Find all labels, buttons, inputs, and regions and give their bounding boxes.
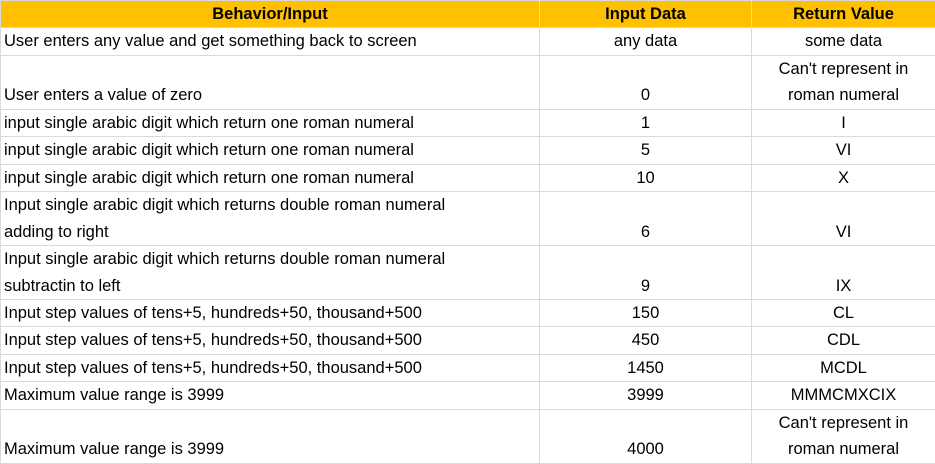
return-line-1: Can't represent in — [755, 56, 932, 82]
return-cell[interactable]: CL — [752, 300, 935, 327]
behavior-cell[interactable]: input single arabic digit which return o… — [1, 109, 540, 136]
behavior-line-2: adding to right — [4, 219, 536, 245]
behavior-cell[interactable]: Input step values of tens+5, hundreds+50… — [1, 354, 540, 381]
behavior-cell[interactable]: Input single arabic digit which returns … — [1, 192, 540, 246]
table-row: Input single arabic digit which returns … — [1, 192, 935, 246]
table-row: Maximum value range is 3999 4000 Can't r… — [1, 409, 935, 463]
input-cell[interactable]: 450 — [540, 327, 752, 354]
return-cell[interactable]: MCDL — [752, 354, 935, 381]
behavior-line-1: Input single arabic digit which returns … — [4, 192, 536, 218]
input-cell[interactable]: 3999 — [540, 382, 752, 409]
input-cell[interactable]: 1 — [540, 109, 752, 136]
input-cell[interactable]: 150 — [540, 300, 752, 327]
return-cell[interactable]: MMMCMXCIX — [752, 382, 935, 409]
table-row: Input step values of tens+5, hundreds+50… — [1, 327, 935, 354]
return-cell[interactable]: IX — [752, 246, 935, 300]
return-cell[interactable]: VI — [752, 192, 935, 246]
behavior-cell[interactable]: Input step values of tens+5, hundreds+50… — [1, 327, 540, 354]
behavior-cell[interactable]: input single arabic digit which return o… — [1, 164, 540, 191]
behavior-cell[interactable]: input single arabic digit which return o… — [1, 137, 540, 164]
return-cell[interactable]: X — [752, 164, 935, 191]
table-row: User enters any value and get something … — [1, 28, 935, 55]
header-behavior[interactable]: Behavior/Input — [1, 1, 540, 28]
return-line-2: roman numeral — [755, 82, 932, 108]
table-row: Input single arabic digit which returns … — [1, 246, 935, 300]
behavior-cell[interactable]: Input single arabic digit which returns … — [1, 246, 540, 300]
input-cell[interactable]: 6 — [540, 192, 752, 246]
table-row: input single arabic digit which return o… — [1, 164, 935, 191]
header-input-data[interactable]: Input Data — [540, 1, 752, 28]
return-cell[interactable]: VI — [752, 137, 935, 164]
behavior-cell[interactable]: Maximum value range is 3999 — [1, 409, 540, 463]
input-cell[interactable]: 4000 — [540, 409, 752, 463]
table-row: input single arabic digit which return o… — [1, 109, 935, 136]
behavior-line-1: Input single arabic digit which returns … — [4, 246, 536, 272]
return-line-1: Can't represent in — [755, 410, 932, 436]
input-cell[interactable]: 1450 — [540, 354, 752, 381]
table-row: input single arabic digit which return o… — [1, 137, 935, 164]
header-row: Behavior/Input Input Data Return Value — [1, 1, 935, 28]
input-cell[interactable]: 0 — [540, 55, 752, 109]
return-line-2: roman numeral — [755, 436, 932, 462]
table-row: Input step values of tens+5, hundreds+50… — [1, 300, 935, 327]
header-return-value[interactable]: Return Value — [752, 1, 935, 28]
input-cell[interactable]: any data — [540, 28, 752, 55]
behavior-line-2: subtractin to left — [4, 273, 536, 299]
behavior-cell[interactable]: Maximum value range is 3999 — [1, 382, 540, 409]
return-cell[interactable]: I — [752, 109, 935, 136]
return-cell[interactable]: CDL — [752, 327, 935, 354]
table-row: Maximum value range is 3999 3999 MMMCMXC… — [1, 382, 935, 409]
table-row: User enters a value of zero 0 Can't repr… — [1, 55, 935, 109]
input-cell[interactable]: 5 — [540, 137, 752, 164]
behavior-cell[interactable]: User enters any value and get something … — [1, 28, 540, 55]
return-cell[interactable]: some data — [752, 28, 935, 55]
input-cell[interactable]: 9 — [540, 246, 752, 300]
behavior-cell[interactable]: Input step values of tens+5, hundreds+50… — [1, 300, 540, 327]
behavior-cell[interactable]: User enters a value of zero — [1, 55, 540, 109]
table-row: Input step values of tens+5, hundreds+50… — [1, 354, 935, 381]
input-cell[interactable]: 10 — [540, 164, 752, 191]
